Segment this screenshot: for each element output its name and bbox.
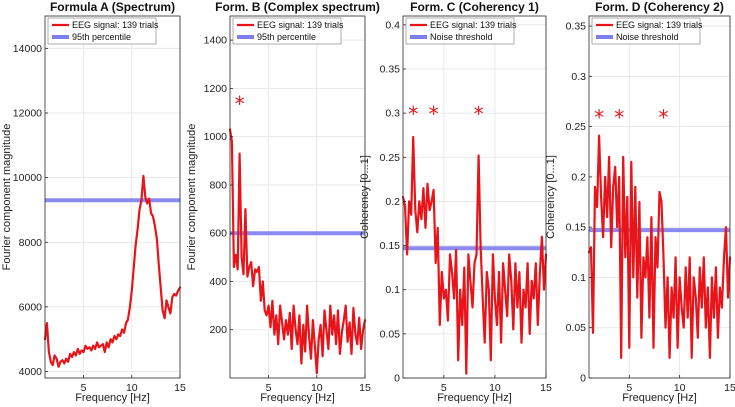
x-tick-label: 15 (540, 382, 552, 394)
legend-box (405, 17, 515, 45)
y-tick-label: 0.15 (566, 222, 587, 234)
legend-label-threshold: Noise threshold (616, 32, 679, 42)
y-tick-label: 0.35 (380, 63, 401, 75)
significance-marker: * (235, 92, 245, 116)
y-tick-label: 0.2 (571, 171, 586, 183)
chart-panel-3: * * * 5 10 15 0 0.05 0.1 0.15 0.2 0.25 0.3 0.35 0.4 For… (359, 0, 552, 404)
y-tick-label: 0.05 (380, 328, 401, 340)
y-tick-label: 0.1 (385, 284, 400, 296)
y-tick-label: 0.2 (385, 196, 400, 208)
legend-label-signal: EEG signal: 139 trials (257, 20, 344, 30)
legend: EEG signal: 139 trials 95th percentile (232, 17, 344, 45)
x-tick-label: 10 (126, 382, 138, 394)
y-tick-label: 0.15 (380, 240, 401, 252)
significance-marker: * (594, 106, 604, 130)
x-tick-label: 5 (266, 382, 272, 394)
axes-frame (588, 15, 731, 379)
chart-title: Form. D (Coherency 2) (595, 0, 724, 14)
y-tick-label: 600 (209, 228, 227, 240)
legend: EEG signal: 139 trials 95th percentile (47, 17, 159, 45)
y-tick-label: 10000 (13, 172, 42, 184)
y-tick-label: 12000 (13, 107, 42, 119)
significance-marker: * (474, 102, 484, 126)
legend: EEG signal: 139 trials Noise threshold (591, 17, 703, 45)
y-tick-label: 6000 (19, 301, 43, 313)
significance-marker: * (659, 106, 669, 130)
y-tick-label: 1200 (204, 83, 228, 95)
x-tick-label: 15 (174, 382, 186, 394)
signal-line (43, 174, 182, 368)
y-axis-label: Coherency [0...1] (359, 155, 371, 239)
y-tick-label: 14000 (13, 43, 42, 55)
legend-label-signal: EEG signal: 139 trials (72, 20, 159, 30)
legend: EEG signal: 139 trials Noise threshold (405, 17, 517, 45)
plot-area (230, 16, 365, 378)
y-tick-label: 0.35 (566, 21, 587, 33)
y-tick-label: 0.05 (566, 322, 587, 334)
y-tick-label: 4000 (19, 366, 43, 378)
y-tick-label: 400 (209, 276, 227, 288)
chart-panel-2: * 5 10 15 200 400 600 800 1000 1200 1400 Form. B (C… (186, 0, 380, 404)
signal-line (587, 134, 732, 359)
x-axis-label: Frequency [Hz] (260, 392, 335, 404)
axes-frame (402, 15, 547, 379)
y-tick-label: 1400 (204, 35, 228, 47)
x-tick-label: 15 (359, 382, 371, 394)
legend-label-threshold: Noise threshold (430, 32, 493, 42)
y-axis-label: Coherency [0...1] (545, 155, 557, 239)
y-tick-label: 0.3 (571, 71, 586, 83)
legend-label-signal: EEG signal: 139 trials (616, 20, 703, 30)
significance-marker: * (614, 106, 624, 130)
y-tick-label: 0 (394, 373, 400, 385)
x-tick-label: 10 (489, 382, 501, 394)
x-tick-label: 15 (724, 382, 735, 394)
x-tick-label: 10 (311, 382, 323, 394)
y-tick-label: 1000 (204, 131, 228, 143)
chart-title: Formula A (Spectrum) (50, 0, 175, 14)
legend-label-threshold: 95th percentile (72, 32, 131, 42)
plot-area (45, 16, 180, 378)
axes-frame (229, 15, 366, 379)
x-tick-label: 5 (441, 382, 447, 394)
chart-title: Form. C (Coherency 1) (410, 0, 539, 14)
legend-box (591, 17, 701, 45)
y-tick-label: 800 (209, 179, 227, 191)
y-tick-label: 0.1 (571, 272, 586, 284)
signal-line (228, 128, 367, 375)
legend-box (232, 17, 342, 45)
y-axis-label: Fourier component magnitude (186, 124, 198, 271)
y-axis-label: Fourier component magnitude (1, 124, 13, 271)
chart-title: Form. B (Complex spectrum) (215, 0, 380, 14)
x-tick-label: 5 (81, 382, 87, 394)
y-tick-label: 8000 (19, 237, 43, 249)
y-tick-label: 0.4 (385, 19, 400, 31)
y-tick-label: 0.25 (566, 121, 587, 133)
chart-panel-1: 5 10 15 4000 6000 8000 10000 12000 14000 Formula … (1, 0, 186, 404)
legend-label-signal: EEG signal: 139 trials (430, 20, 517, 30)
significance-marker: * (408, 102, 418, 126)
significance-marker: * (429, 102, 439, 126)
y-tick-label: 0.3 (385, 108, 400, 120)
y-tick-label: 200 (209, 324, 227, 336)
legend-label-threshold: 95th percentile (257, 32, 316, 42)
legend-box (47, 17, 157, 45)
x-axis-label: Frequency [Hz] (437, 392, 512, 404)
y-tick-label: 0 (580, 373, 586, 385)
axes-frame (44, 15, 181, 379)
x-tick-label: 10 (674, 382, 686, 394)
y-tick-label: 0.25 (380, 152, 401, 164)
signal-line (401, 135, 548, 375)
x-tick-label: 5 (626, 382, 632, 394)
x-axis-label: Frequency [Hz] (622, 392, 697, 404)
x-axis-label: Frequency [Hz] (75, 392, 150, 404)
chart-panel-4: * * * 5 10 15 0 0.05 0.1 0.15 0.2 0.25 0.3 0.35 Form. … (545, 0, 735, 404)
